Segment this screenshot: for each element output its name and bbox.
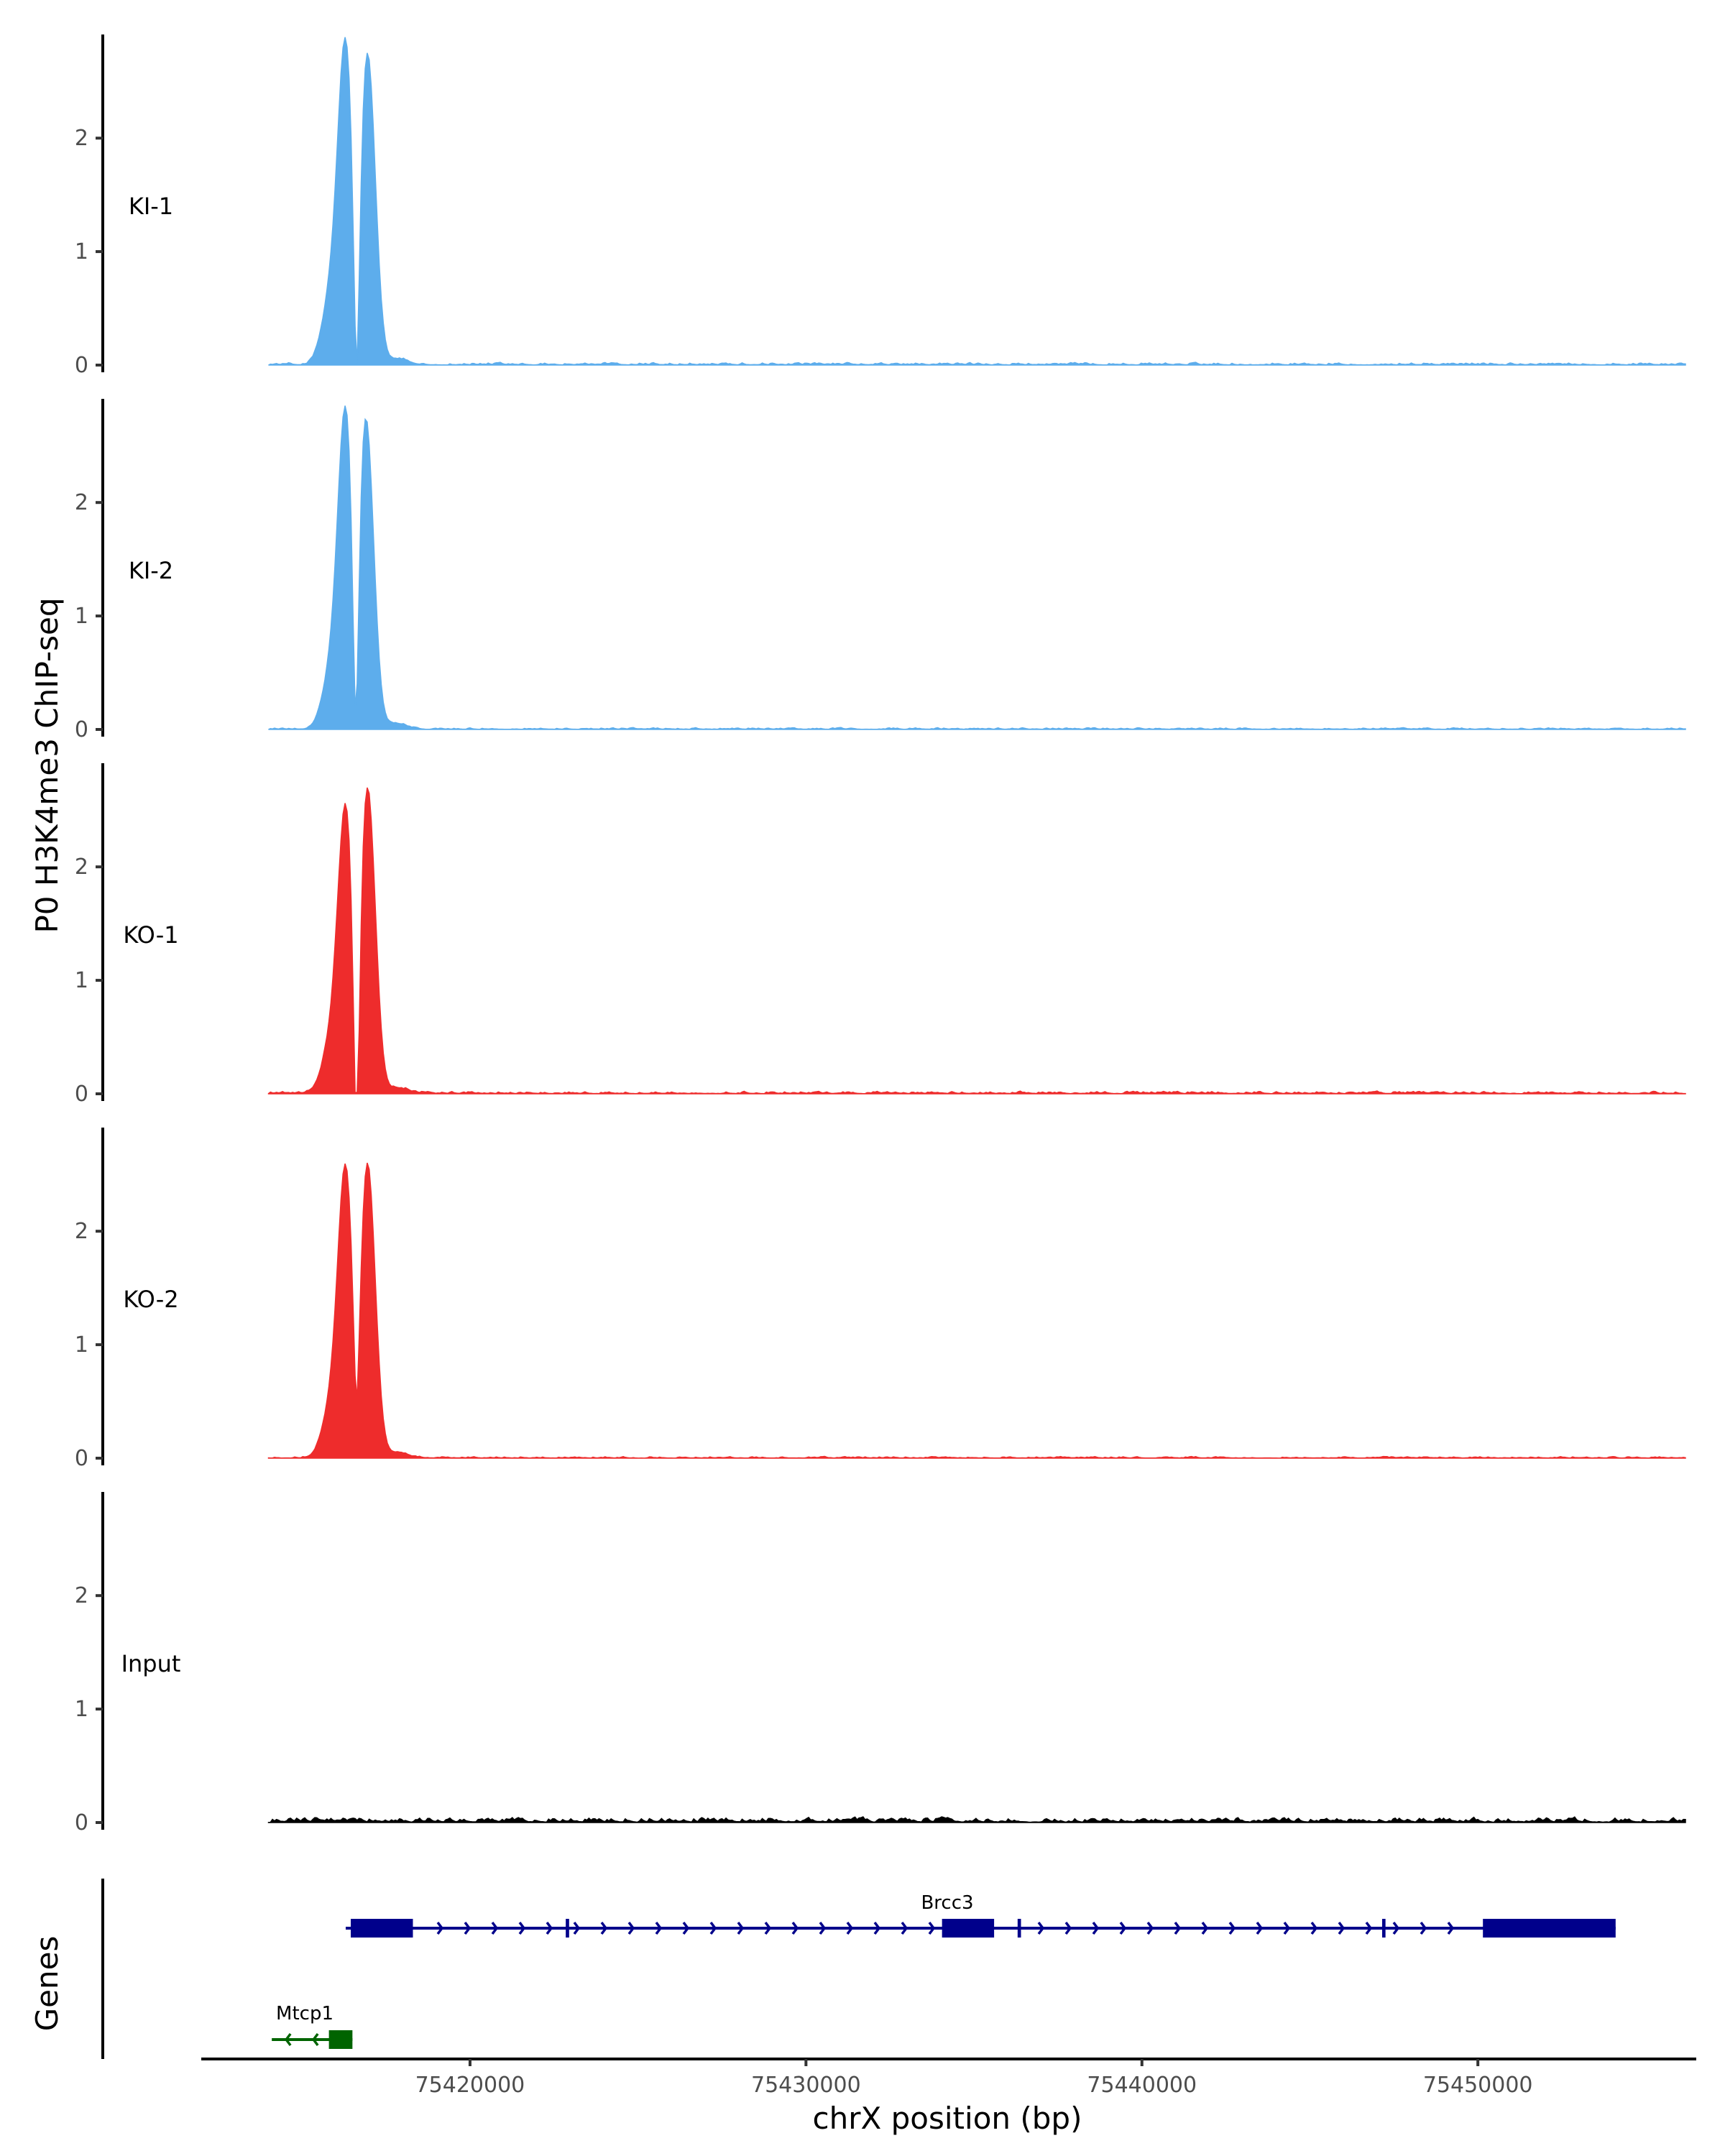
strand-arrow [1092,1921,1100,1935]
y-tick-label: 1 [75,968,88,993]
track-panel-ko-1: 0 1 2 KO-1 [75,763,1686,1107]
gene-label: Brcc3 [921,1892,973,1914]
gene-exon [1483,1919,1616,1938]
track-label: KO-2 [123,1286,178,1313]
signal-area-ko-1 [267,787,1686,1095]
gene-label: Mtcp1 [276,2003,334,2024]
x-tick-label: 75430000 [751,2073,861,2098]
strand-arrow [284,2032,292,2047]
strand-arrow [1392,1921,1400,1935]
track-label: KI-1 [129,193,173,220]
genes-axis-title: Genes [29,1936,65,2032]
strand-arrow [1338,1921,1346,1935]
y-tick-label: 1 [75,239,88,264]
strand-arrow [764,1921,772,1935]
x-axis-title: chrX position (bp) [813,2101,1082,2136]
x-tick-label: 75450000 [1423,2073,1533,2098]
strand-arrow [1119,1921,1127,1935]
strand-arrow [311,2032,319,2047]
y-tick-label: 2 [75,854,88,880]
gene-exon [351,1919,413,1938]
track-panel-ki-2: 0 1 2 KI-2 [75,399,1686,742]
gene-exon [1381,1919,1386,1938]
y-tick-label: 1 [75,1697,88,1722]
track-panel-ko-2: 0 1 2 KO-2 [75,1128,1686,1471]
y-tick-label: 2 [75,1219,88,1244]
tracks-layer: 0 1 2 KI-1 0 1 2 KI-2 0 1 2 KO-1 0 1 2 KO-2 0 1 2 Input [75,34,1686,1835]
strand-arrow [819,1921,827,1935]
strand-arrow [600,1921,608,1935]
signal-area-ko-2 [267,1162,1686,1459]
gene-brcc3: Brcc3 [345,1892,1616,1938]
gene-mtcp1: Mtcp1 [272,2003,353,2049]
strand-arrow [573,1921,581,1935]
signal-area-input [267,1816,1686,1823]
strand-arrow [846,1921,854,1935]
strand-arrow [1283,1921,1291,1935]
y-tick-label: 0 [75,717,88,742]
y-axis-title: P0 H3K4me3 ChIP-seq [29,597,65,933]
signal-area-ki-2 [268,405,1686,730]
strand-arrow [873,1921,881,1935]
genes-layer: Brcc3 Mtcp1 [101,1879,1616,2059]
gene-exon [1017,1919,1021,1938]
strand-arrow [682,1921,690,1935]
y-tick-label: 2 [75,1583,88,1608]
strand-arrow [1365,1921,1373,1935]
strand-arrow [1256,1921,1264,1935]
strand-arrow [655,1921,663,1935]
y-tick-label: 1 [75,604,88,629]
y-tick-label: 0 [75,353,88,378]
gene-exon [566,1919,569,1938]
strand-arrow [1310,1921,1318,1935]
strand-arrow [1201,1921,1209,1935]
y-tick-label: 0 [75,1446,88,1471]
y-tick-label: 1 [75,1332,88,1358]
strand-arrow [901,1921,908,1935]
gene-exon [328,2030,353,2049]
strand-arrow [627,1921,635,1935]
track-panel-input: 0 1 2 Input [75,1492,1686,1835]
y-tick-label: 2 [75,490,88,515]
strand-arrow [436,1921,444,1935]
track-label: KO-1 [123,921,178,949]
y-tick-label: 0 [75,1810,88,1835]
x-tick-label: 75420000 [415,2073,525,2098]
strand-arrow [791,1921,799,1935]
signal-area-ki-1 [268,37,1686,366]
track-label: Input [121,1650,181,1677]
strand-arrow [491,1921,499,1935]
x-axis: 75420000 75430000 75440000 75450000 [201,2058,1696,2098]
strand-arrow [737,1921,745,1935]
strand-arrow [546,1921,553,1935]
strand-arrow [1146,1921,1154,1935]
track-panel-ki-1: 0 1 2 KI-1 [75,34,1686,378]
strand-arrow [1064,1921,1072,1935]
strand-arrow [1037,1921,1045,1935]
strand-arrow [709,1921,717,1935]
x-tick-label: 75440000 [1087,2073,1197,2098]
y-tick-label: 0 [75,1082,88,1107]
gene-exon [942,1919,995,1938]
strand-arrow [1420,1921,1427,1935]
y-tick-label: 2 [75,126,88,151]
strand-arrow [464,1921,472,1935]
track-label: KI-2 [129,557,173,584]
strand-arrow [1174,1921,1182,1935]
strand-arrow [1228,1921,1236,1935]
strand-arrow [518,1921,526,1935]
strand-arrow [1447,1921,1455,1935]
strand-arrow [928,1921,936,1935]
